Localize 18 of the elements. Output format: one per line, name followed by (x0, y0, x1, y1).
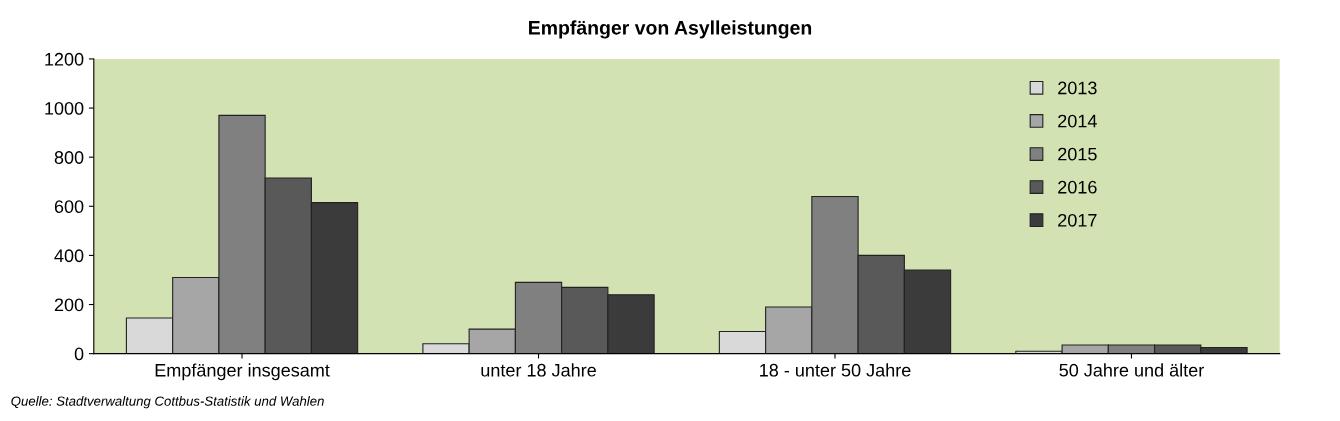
y-tick-label: 0 (74, 347, 84, 361)
x-tick-label: unter 18 Jahre (481, 363, 596, 377)
legend-label: 2015 (1058, 147, 1097, 161)
y-tick-label: 600 (54, 200, 84, 214)
source-note: Quelle: Stadtverwaltung Cottbus-Statistik und Wahlen (11, 396, 324, 409)
legend-label: 2016 (1058, 180, 1097, 194)
x-tick-label: 50 Jahre und älter (1059, 363, 1204, 377)
legend-label: 2017 (1058, 213, 1097, 227)
y-tick-label: 200 (54, 298, 84, 312)
y-tick-label: 400 (54, 249, 84, 263)
y-tick-label: 1200 (45, 52, 84, 66)
x-tick-label: 18 - unter 50 Jahre (760, 363, 911, 377)
chart-title: Empfänger von Asylleistungen (529, 20, 812, 39)
y-tick-label: 1000 (45, 101, 84, 115)
legend-label: 2013 (1058, 81, 1097, 95)
legend-label: 2014 (1058, 114, 1097, 128)
x-tick-label: Empfänger insgesamt (155, 363, 330, 381)
y-tick-label: 800 (54, 151, 84, 164)
